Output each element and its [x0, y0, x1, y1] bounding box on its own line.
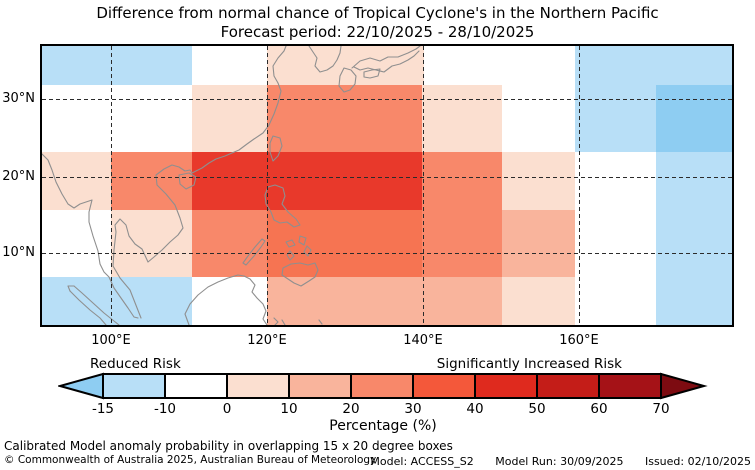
- x-tick-label: 160°E: [559, 333, 599, 348]
- map-cells: [42, 46, 732, 325]
- map-cell: [502, 277, 575, 325]
- colorbar: [56, 372, 708, 400]
- gridline-horizontal: [42, 99, 732, 100]
- colorbar-segment: [598, 373, 662, 399]
- footer-issued: Issued: 02/10/2025: [644, 455, 751, 468]
- map-cell: [656, 277, 732, 325]
- colorbar-tick-label: 70: [652, 401, 670, 417]
- gridline-horizontal: [42, 253, 732, 254]
- colorbar-segment: [102, 373, 166, 399]
- map-cell: [192, 85, 267, 152]
- map-cell: [42, 152, 111, 210]
- colorbar-segment: [226, 373, 290, 399]
- colorbar-segment: [536, 373, 600, 399]
- gridline-vertical: [579, 46, 580, 325]
- x-tick-label: 140°E: [403, 333, 443, 348]
- map-gridlines: [42, 46, 732, 325]
- y-tick-label: 30°N: [2, 91, 35, 106]
- map-cell: [656, 152, 732, 210]
- colorbar-right-arrow: [660, 372, 708, 400]
- colorbar-tick-label: 30: [404, 401, 422, 417]
- colorbar-segment: [164, 373, 228, 399]
- map-cell: [192, 152, 422, 210]
- map-cell: [111, 152, 192, 210]
- map-cell: [656, 210, 732, 277]
- colorbar-svg: [56, 372, 708, 400]
- colorbar-ticks: -15 -10 0 10 20 30 40 50 60 70: [58, 401, 708, 417]
- map-cell: [192, 210, 267, 277]
- colorbar-tick-label: 20: [342, 401, 360, 417]
- footer-model-info: Model: ACCESS_S2 Model Run: 30/09/2025 I…: [370, 455, 751, 468]
- map-cell: [502, 85, 575, 152]
- x-tick-label: 120°E: [247, 333, 287, 348]
- y-tick-label: 20°N: [2, 169, 35, 184]
- colorbar-segment: [474, 373, 538, 399]
- map-cell: [422, 152, 502, 210]
- map-cell: [42, 210, 111, 277]
- footer-copyright: © Commonwealth of Australia 2025, Austra…: [4, 454, 377, 466]
- map-cell: [422, 210, 502, 277]
- colorbar-tick-label: 10: [280, 401, 298, 417]
- map-cell: [192, 46, 267, 85]
- colorbar-tick-label: -10: [153, 401, 177, 417]
- map-cell: [656, 85, 732, 152]
- colorbar-tick-label: 50: [528, 401, 546, 417]
- map-cell: [422, 85, 502, 152]
- footer-model-run: Model Run: 30/09/2025: [495, 455, 624, 468]
- map-cell: [42, 46, 192, 85]
- colorbar-left-arrow: [56, 372, 104, 400]
- footer-note: Calibrated Model anomaly probability in …: [4, 439, 453, 453]
- colorbar-tick-label: 60: [590, 401, 608, 417]
- map-cell: [267, 277, 502, 325]
- colorbar-tick-label: -15: [91, 401, 115, 417]
- footer-model: Model: ACCESS_S2: [370, 455, 474, 468]
- map-cell: [575, 277, 656, 325]
- map-cell: [42, 85, 192, 152]
- gridline-horizontal: [42, 177, 732, 178]
- map-frame: [40, 44, 734, 327]
- map-cell: [502, 152, 575, 210]
- colorbar-segment: [288, 373, 352, 399]
- map-cell: [502, 210, 575, 277]
- y-tick-label: 10°N: [2, 245, 35, 260]
- gridline-vertical: [267, 46, 268, 325]
- colorbar-right-label: Significantly Increased Risk: [436, 356, 622, 372]
- colorbar-segment: [350, 373, 414, 399]
- map-cell: [424, 46, 575, 85]
- chart-title: Difference from normal chance of Tropica…: [96, 4, 659, 22]
- map-cell: [575, 46, 732, 85]
- map-cell: [575, 85, 656, 152]
- map-cell: [267, 85, 422, 152]
- colorbar-segment: [412, 373, 476, 399]
- colorbar-left-label: Reduced Risk: [90, 356, 181, 372]
- colorbar-axis-label: Percentage (%): [329, 418, 437, 434]
- gridline-vertical: [423, 46, 424, 325]
- x-tick-label: 100°E: [91, 333, 131, 348]
- map-cell: [575, 152, 656, 210]
- gridline-vertical: [111, 46, 112, 325]
- map-cell: [267, 210, 422, 277]
- map-cell: [267, 46, 424, 85]
- map-cell: [111, 210, 192, 277]
- chart-subtitle: Forecast period: 22/10/2025 - 28/10/2025: [220, 23, 535, 41]
- map-cell: [42, 277, 192, 325]
- colorbar-tick-label: 0: [222, 401, 232, 417]
- colorbar-tick-label: 40: [466, 401, 484, 417]
- coastline-map: [42, 46, 421, 325]
- map-cell: [575, 210, 656, 277]
